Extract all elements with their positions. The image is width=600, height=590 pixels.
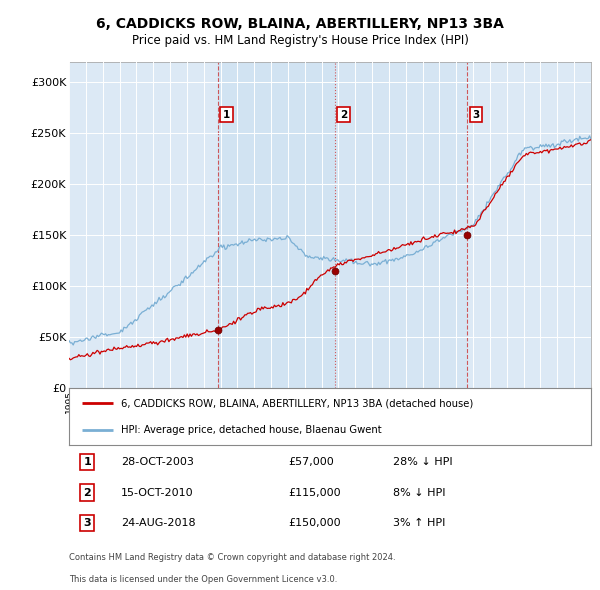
Text: Contains HM Land Registry data © Crown copyright and database right 2024.: Contains HM Land Registry data © Crown c…: [69, 553, 395, 562]
Text: 1: 1: [223, 110, 230, 120]
Text: 2: 2: [83, 487, 91, 497]
Bar: [218, 62, 335, 388]
Text: 24-AUG-2018: 24-AUG-2018: [121, 518, 196, 528]
Text: 15-OCT-2010: 15-OCT-2010: [121, 487, 194, 497]
Text: Price paid vs. HM Land Registry's House Price Index (HPI): Price paid vs. HM Land Registry's House …: [131, 34, 469, 47]
Text: 28% ↓ HPI: 28% ↓ HPI: [392, 457, 452, 467]
Bar: [335, 62, 467, 388]
Text: 28-OCT-2003: 28-OCT-2003: [121, 457, 194, 467]
Text: 6, CADDICKS ROW, BLAINA, ABERTILLERY, NP13 3BA (detached house): 6, CADDICKS ROW, BLAINA, ABERTILLERY, NP…: [121, 398, 473, 408]
Text: £115,000: £115,000: [288, 487, 341, 497]
Text: £57,000: £57,000: [288, 457, 334, 467]
Text: HPI: Average price, detached house, Blaenau Gwent: HPI: Average price, detached house, Blae…: [121, 425, 382, 435]
Text: 1: 1: [83, 457, 91, 467]
Text: £150,000: £150,000: [288, 518, 341, 528]
Text: 3% ↑ HPI: 3% ↑ HPI: [392, 518, 445, 528]
Text: 8% ↓ HPI: 8% ↓ HPI: [392, 487, 445, 497]
Text: 2: 2: [340, 110, 347, 120]
Text: 3: 3: [83, 518, 91, 528]
Text: This data is licensed under the Open Government Licence v3.0.: This data is licensed under the Open Gov…: [69, 575, 337, 584]
Text: 3: 3: [472, 110, 479, 120]
Text: 6, CADDICKS ROW, BLAINA, ABERTILLERY, NP13 3BA: 6, CADDICKS ROW, BLAINA, ABERTILLERY, NP…: [96, 17, 504, 31]
